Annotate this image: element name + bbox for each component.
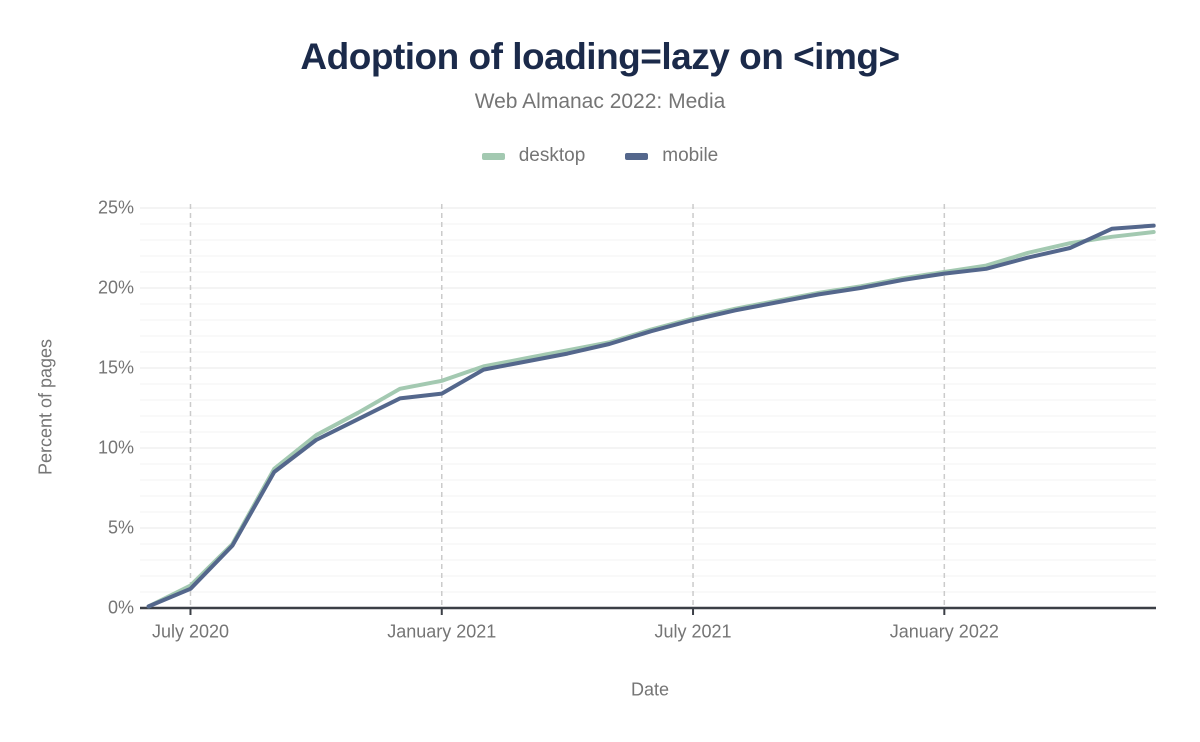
y-axis-tick-label: 25% [97,197,134,218]
desktop-series-swatch-icon [481,152,505,160]
mobile-series-line [146,223,1156,609]
x-axis-tick-label: July 2020 [151,621,229,642]
y-axis-tick-label: 15% [97,357,134,378]
x-axis-tick-label: January 2021 [387,621,497,642]
legend-label-desktop: desktop [518,145,586,166]
chart-title: Adoption of loading=lazy on <img> [300,36,900,77]
y-axis-tick-label: 0% [107,597,134,618]
y-axis-tick-label: 5% [107,517,134,538]
y-axis-tick-label: 20% [97,277,134,298]
legend-entry-desktop: desktop [481,145,586,167]
x-axis-tick-label: July 2021 [654,621,732,642]
y-axis-title: Percent of pages [35,338,56,476]
x-axis-tick-label: January 2022 [889,621,999,642]
legend-entry-mobile: mobile [625,145,718,167]
x-axis-title: Date [630,679,670,700]
mobile-series-swatch-icon [625,152,649,160]
chart-subtitle: Web Almanac 2022: Media [474,90,726,113]
legend-label-mobile: mobile [662,145,719,166]
chart-legend: desktop mobile [0,144,1200,168]
y-axis-tick-label: 10% [97,437,134,458]
